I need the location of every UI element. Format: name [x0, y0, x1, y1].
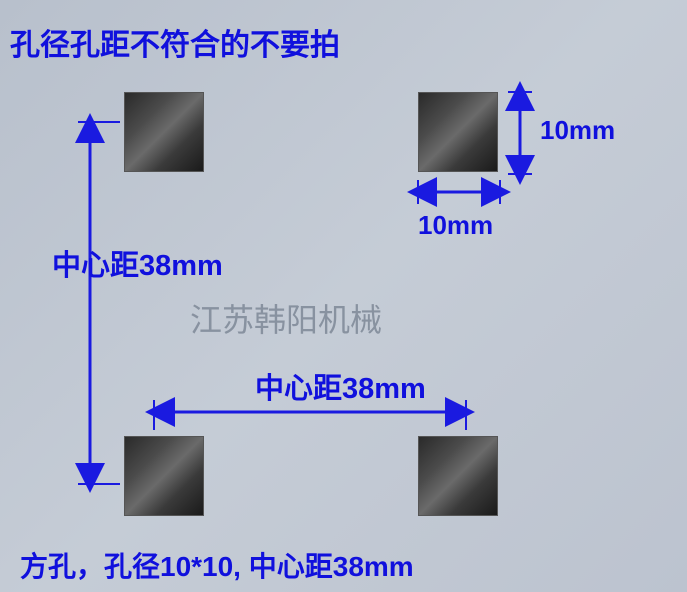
dim-height-label: 10mm	[540, 115, 615, 146]
hole-bl	[124, 436, 204, 516]
dim-arrow-center-v	[78, 118, 108, 488]
watermark-text: 江苏韩阳机械	[190, 295, 382, 341]
spec-line: 方孔，孔径10*10, 中心距38mm	[20, 545, 414, 585]
title-text: 孔径孔距不符合的不要拍	[10, 20, 340, 64]
dim-center-v-label: 中心距38mm	[52, 242, 223, 284]
dim-arrow-height	[508, 88, 538, 180]
hole-tl	[124, 92, 204, 172]
dim-width-label: 10mm	[418, 210, 493, 241]
dim-arrow-width	[414, 180, 506, 210]
hole-tr	[418, 92, 498, 172]
dim-center-h-label: 中心距38mm	[255, 365, 426, 407]
hole-br	[418, 436, 498, 516]
